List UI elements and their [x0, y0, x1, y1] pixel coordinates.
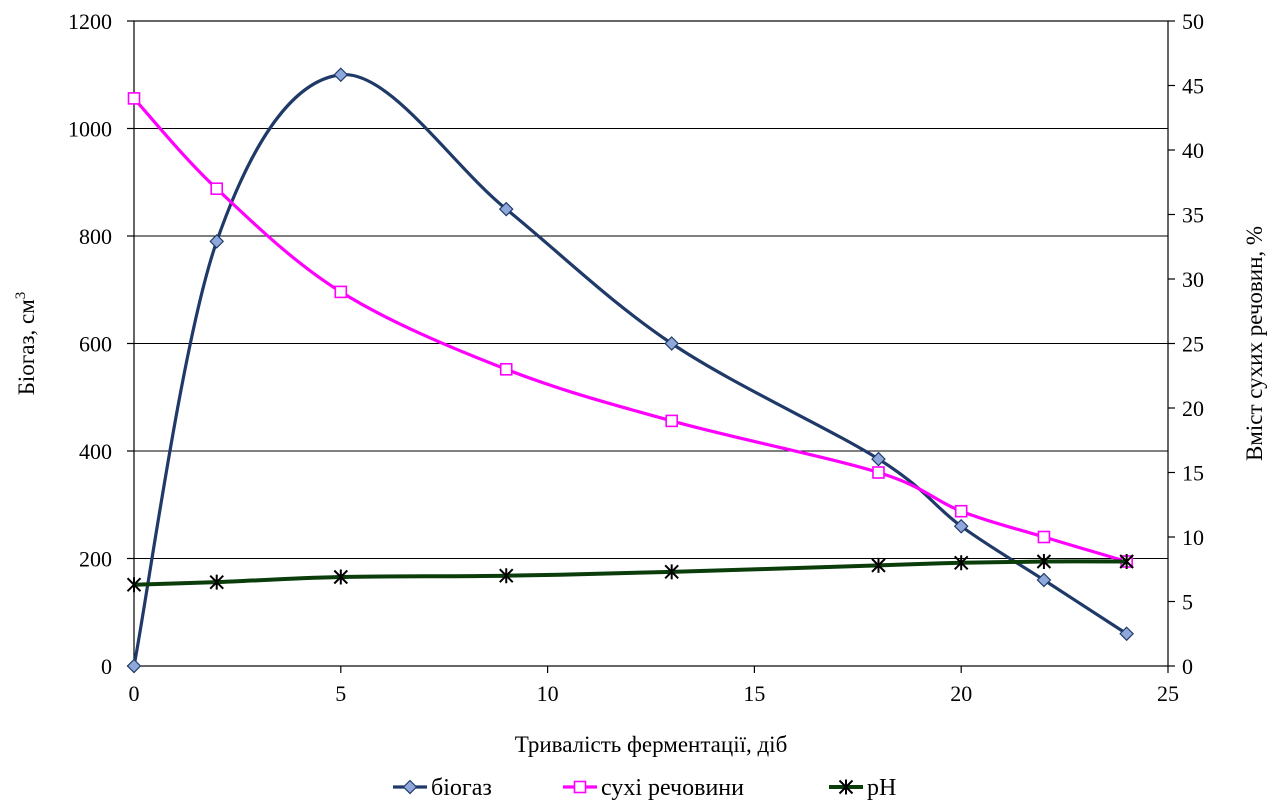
legend-item: pH: [829, 775, 896, 801]
y2-tick-label: 35: [1182, 203, 1204, 228]
y2-tick-label: 0: [1182, 654, 1193, 679]
data-point: [956, 506, 967, 517]
y-tick-label: 1200: [68, 9, 112, 34]
y2-tick-label: 15: [1182, 461, 1204, 486]
series-2: [128, 554, 1134, 592]
x-tick-label: 15: [743, 681, 765, 706]
y-tick-label: 400: [79, 439, 112, 464]
y2-tick-label: 20: [1182, 396, 1204, 421]
data-point: [1038, 532, 1049, 543]
y2-tick-label: 25: [1182, 332, 1204, 357]
data-point: [128, 660, 141, 673]
data-point: [334, 68, 347, 81]
x-tick-label: 0: [129, 681, 140, 706]
gridlines: [134, 129, 1168, 559]
y-tick-label: 1000: [68, 117, 112, 142]
legend: біогаз сухі речовини pH: [393, 775, 896, 801]
y2-tick-label: 5: [1182, 590, 1193, 615]
axis-ticks: 0 5 10 15 20 25020040060080010001200051015202…: [68, 9, 1204, 706]
legend-item: сухі речовини: [563, 775, 744, 801]
series-0: [128, 68, 1134, 672]
y2-tick-label: 45: [1182, 74, 1204, 99]
y-tick-label: 0: [101, 654, 112, 679]
y2-axis-title: Вміст сухих речовин, %: [1242, 226, 1267, 461]
x-tick-label: 20: [950, 681, 972, 706]
y-axis-title-superscript: 3: [13, 292, 29, 300]
y2-tick-label: 10: [1182, 525, 1204, 550]
data-point: [210, 235, 223, 248]
data-point: [873, 467, 884, 478]
y2-tick-label: 40: [1182, 138, 1204, 163]
x-tick-label: 10: [537, 681, 559, 706]
y-axis-title: Біогаз, см3: [13, 292, 39, 396]
series-line: [134, 561, 1127, 584]
legend-label: біогаз: [431, 775, 492, 801]
x-tick-label: 25: [1157, 681, 1179, 706]
y-axis-title-text: Біогаз, см: [14, 299, 39, 396]
data-point: [129, 93, 140, 104]
y-tick-label: 600: [79, 332, 112, 357]
series-1: [129, 93, 1133, 567]
y-tick-label: 200: [79, 547, 112, 572]
legend-label: pH: [867, 775, 896, 801]
data-point: [501, 364, 512, 375]
data-point: [335, 286, 346, 297]
y2-tick-label: 30: [1182, 267, 1204, 292]
legend-swatch-marker: [575, 782, 586, 793]
y-tick-label: 800: [79, 224, 112, 249]
legend-label: сухі речовини: [601, 775, 744, 801]
y2-tick-label: 50: [1182, 9, 1204, 34]
legend-swatch-marker: [404, 781, 417, 794]
x-tick-label: 5: [335, 681, 346, 706]
series-layer: [128, 68, 1134, 672]
series-line: [134, 98, 1127, 561]
data-point: [211, 183, 222, 194]
legend-item: біогаз: [393, 775, 492, 801]
x-axis-title: Тривалість ферментації, діб: [515, 732, 788, 757]
data-point: [666, 415, 677, 426]
